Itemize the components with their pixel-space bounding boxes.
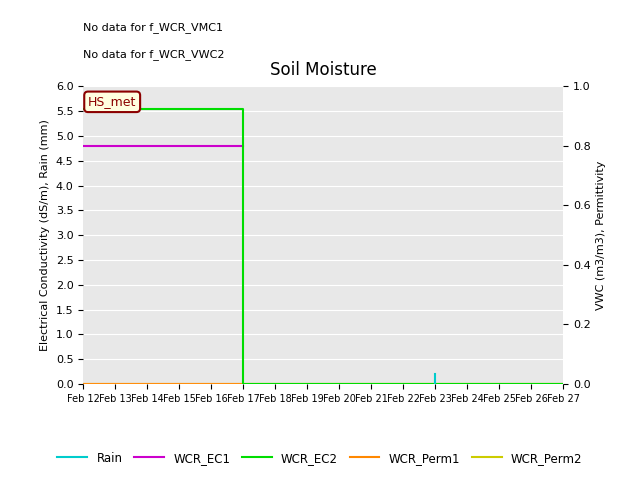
Text: No data for f_WCR_VMC1: No data for f_WCR_VMC1 xyxy=(83,22,223,33)
Title: Soil Moisture: Soil Moisture xyxy=(270,61,376,79)
Text: HS_met: HS_met xyxy=(88,96,136,108)
Text: No data for f_WCR_VWC2: No data for f_WCR_VWC2 xyxy=(83,48,225,60)
Legend: Rain, WCR_EC1, WCR_EC2, WCR_Perm1, WCR_Perm2: Rain, WCR_EC1, WCR_EC2, WCR_Perm1, WCR_P… xyxy=(52,447,588,469)
Y-axis label: Electrical Conductivity (dS/m), Rain (mm): Electrical Conductivity (dS/m), Rain (mm… xyxy=(40,119,50,351)
Y-axis label: VWC (m3/m3), Permittivity: VWC (m3/m3), Permittivity xyxy=(596,160,606,310)
